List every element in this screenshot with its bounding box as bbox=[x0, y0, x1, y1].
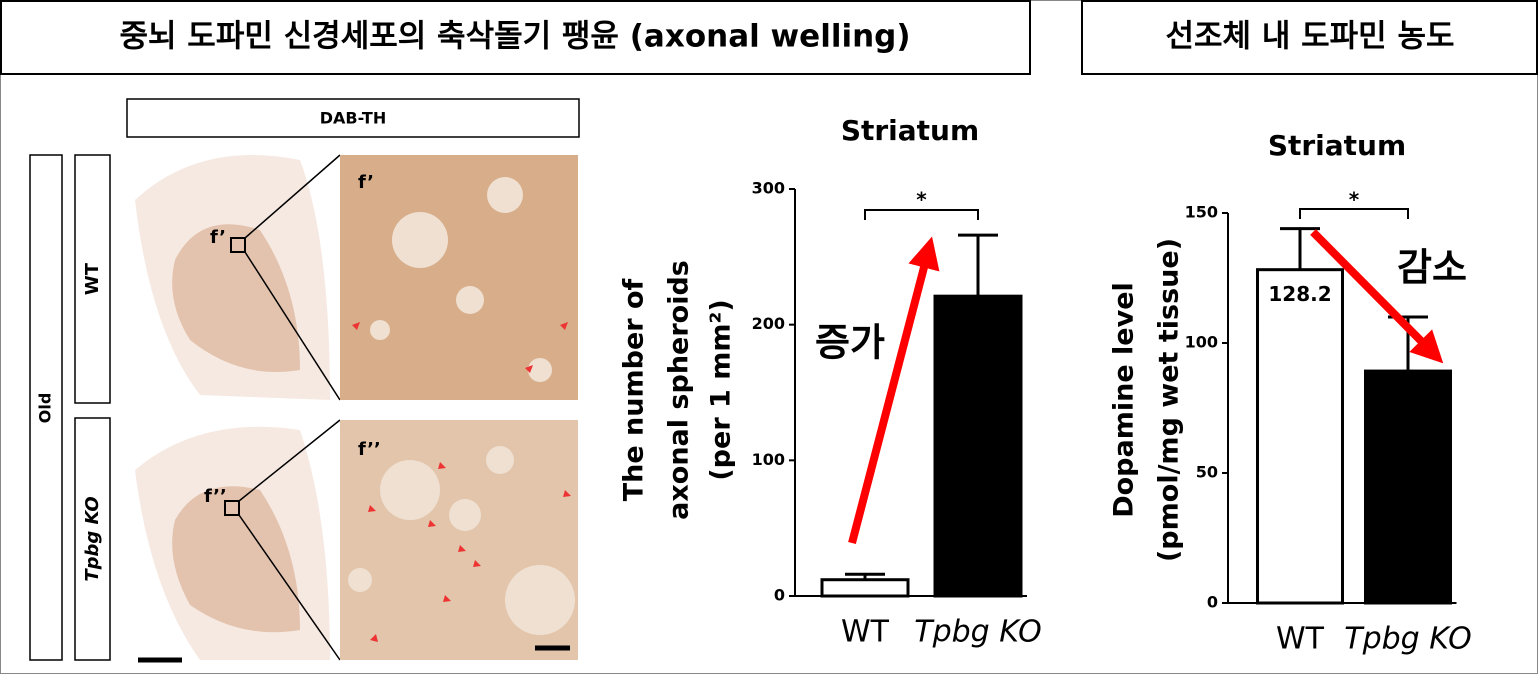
y-axis-label: (pmol/mg wet tissue) bbox=[1154, 238, 1185, 562]
significance-mark: * bbox=[916, 188, 927, 212]
zoom-line bbox=[244, 154, 341, 239]
stain-label: DAB-TH bbox=[320, 109, 386, 128]
header-box bbox=[1081, 0, 1538, 75]
significance-bracket bbox=[864, 209, 979, 220]
y-axis-label: The number of bbox=[619, 278, 650, 501]
trend-label: 감소 bbox=[1397, 246, 1467, 290]
section-label: f’’ bbox=[358, 439, 381, 460]
trend-label: 증가 bbox=[815, 321, 885, 365]
y-tick-label: 50 bbox=[1196, 463, 1218, 482]
bar bbox=[820, 578, 910, 598]
micrograph-texture bbox=[348, 177, 575, 635]
zoom-line bbox=[238, 514, 341, 661]
zoom-box bbox=[230, 237, 246, 253]
y-tick-label: 300 bbox=[752, 179, 785, 198]
section-label: f’ bbox=[358, 172, 374, 193]
x-tick-label: WT bbox=[1276, 622, 1325, 657]
row-label: WT bbox=[82, 262, 103, 295]
age-box bbox=[29, 154, 63, 661]
x-tick-label: Tpbg KO bbox=[914, 615, 1041, 650]
header-title: 중뇌 도파민 신경세포의 축삭돌기 팽윤 (axonal welling) bbox=[119, 19, 910, 55]
trend-arrow bbox=[1310, 229, 1444, 364]
trend-arrow bbox=[848, 236, 940, 545]
stain-box bbox=[126, 98, 580, 138]
x-tick-label: WT bbox=[841, 615, 890, 650]
x-tick-label: Tpbg KO bbox=[1344, 622, 1471, 657]
zoom-box bbox=[224, 500, 240, 516]
value-label: 89.2 bbox=[1383, 384, 1432, 408]
significance-bracket bbox=[1299, 208, 1409, 219]
row-box bbox=[74, 417, 111, 661]
y-axis-label: (per 1 mm²) bbox=[706, 299, 737, 480]
header-box bbox=[0, 0, 1031, 75]
section-label: f’’ bbox=[204, 486, 227, 507]
significance-mark: * bbox=[1349, 188, 1360, 212]
zoom-line bbox=[244, 251, 341, 401]
zoom-line bbox=[238, 419, 341, 502]
y-tick-label: 100 bbox=[752, 450, 785, 469]
y-axis-label: Dopamine level bbox=[1109, 282, 1140, 518]
row-label: Tpbg KO bbox=[82, 496, 103, 581]
y-tick-label: 150 bbox=[1185, 203, 1218, 222]
y-tick-label: 200 bbox=[752, 314, 785, 333]
header-title: 선조체 내 도파민 농도 bbox=[1165, 19, 1454, 55]
y-tick-label: 100 bbox=[1185, 333, 1218, 352]
value-label: 128.2 bbox=[1268, 282, 1331, 306]
arrowheads bbox=[352, 322, 571, 642]
age-label: Old bbox=[36, 393, 55, 424]
bar bbox=[933, 294, 1023, 598]
brain-image bbox=[135, 155, 330, 660]
y-tick-label: 0 bbox=[774, 586, 785, 605]
y-tick-label: 0 bbox=[1207, 593, 1218, 612]
y-axis-label: axonal spheroids bbox=[664, 260, 695, 520]
row-box bbox=[74, 154, 111, 404]
chart-title: Striatum bbox=[841, 114, 979, 147]
chart-title: Striatum bbox=[1268, 129, 1406, 162]
bar bbox=[1364, 369, 1452, 605]
bar bbox=[1256, 268, 1344, 605]
section-label: f’ bbox=[210, 227, 226, 248]
